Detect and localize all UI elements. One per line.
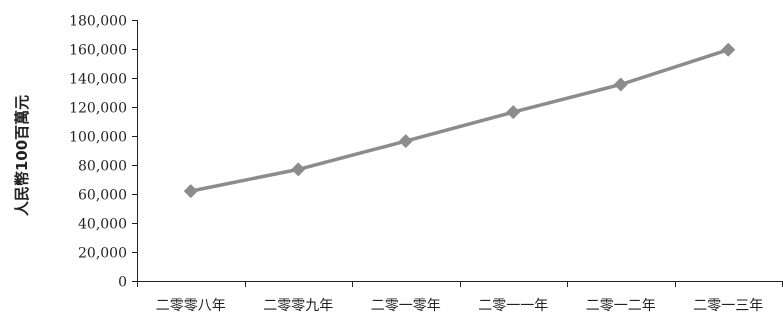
- y-tick-label: 80,000: [78, 159, 127, 175]
- data-point-marker: [613, 77, 628, 92]
- y-tick-label: 120,000: [69, 101, 127, 117]
- x-tick-label: 二零零九年: [263, 298, 333, 314]
- series-line: [190, 48, 729, 193]
- y-axis-title: 人民幣100百萬元: [13, 95, 31, 216]
- data-point-marker: [398, 134, 413, 149]
- x-tick-label: 二零一三年: [693, 298, 763, 314]
- y-tick-label: 100,000: [69, 130, 127, 146]
- y-tick-label: 160,000: [69, 43, 127, 59]
- x-tick-label: 二零一零年: [371, 298, 441, 314]
- y-tick-label: 20,000: [78, 246, 127, 262]
- y-tick-label: 40,000: [78, 217, 127, 233]
- y-axis-ticks: 0 20,000 40,000 60,000 80,000 100,000 120,000 1…: [69, 14, 137, 291]
- data-point-marker: [183, 184, 198, 199]
- x-tick-label: 二零一二年: [586, 298, 656, 314]
- y-tick-label: 180,000: [69, 14, 127, 30]
- y-tick-label: 60,000: [78, 188, 127, 204]
- y-tick-label: 140,000: [69, 72, 127, 88]
- series-group: [183, 42, 736, 199]
- data-point-marker: [721, 42, 736, 57]
- x-tick-label: 二零一一年: [478, 298, 548, 314]
- data-point-marker: [506, 105, 521, 120]
- y-tick-label: 0: [118, 275, 127, 291]
- x-tick-label: 二零零八年: [156, 298, 226, 314]
- x-axis-ticks: 二零零八年 二零零九年 二零一零年 二零一一年 二零一二年 二零一三年: [137, 281, 783, 314]
- data-point-marker: [291, 162, 306, 177]
